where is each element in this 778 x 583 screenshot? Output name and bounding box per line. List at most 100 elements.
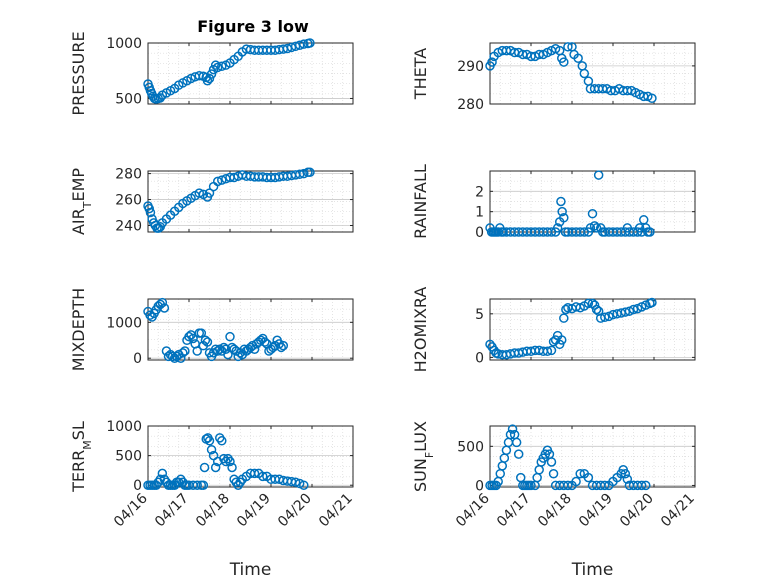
y-axis-label: MIXDEPTH [69, 288, 88, 371]
subplot-h2omixra: 0 5 H2OMIXRA [411, 287, 696, 373]
axes-box [489, 42, 696, 105]
data-point [641, 480, 651, 491]
y-tick-label: 500 [115, 449, 142, 465]
data-point [593, 170, 604, 180]
data-point [202, 337, 213, 347]
data-point [176, 353, 186, 363]
data-point [206, 444, 217, 455]
data-point [258, 471, 268, 482]
x-tick-label: 04/19 [576, 491, 616, 531]
y-tick-label: 280 [457, 97, 484, 113]
data-point [204, 188, 215, 198]
x-tick-label: 04/17 [152, 491, 192, 531]
data-point [217, 175, 227, 185]
y-tick-label: 5 [475, 307, 484, 323]
data-point [532, 472, 542, 483]
data-point [561, 304, 571, 315]
x-tick-label: 04/16 [111, 490, 151, 530]
data-point [225, 456, 235, 467]
y-tick-label: 2 [475, 184, 484, 200]
data-point [155, 93, 166, 103]
subplot-terr_msl: 0 500 1000 04/16 04/17 04/18 04/19 04/20 04/21 Ti… [69, 419, 356, 580]
y-tick-label: 0 [475, 225, 484, 241]
y-axis-label: RAINFALL [411, 164, 430, 239]
data-point [620, 307, 631, 317]
x-tick-label: 04/18 [535, 491, 575, 531]
data-point [556, 196, 566, 207]
data-point [223, 349, 233, 360]
data-point [159, 303, 170, 313]
series-markers [143, 167, 315, 233]
data-point [499, 453, 510, 463]
data-point [200, 335, 211, 346]
data-point [620, 468, 631, 479]
x-tick-label: 04/19 [234, 491, 274, 531]
subplot-theta: 280 290 THETA [411, 42, 696, 113]
y-tick-label: 240 [115, 219, 142, 235]
data-point [188, 333, 198, 344]
y-axis-label: AIRTEMP [69, 168, 94, 235]
y-axis-label: PRESSURE [69, 31, 88, 115]
data-point [526, 480, 536, 491]
data-point [206, 69, 217, 79]
data-point [194, 188, 204, 198]
y-tick-label: 1000 [106, 36, 142, 52]
data-point [559, 313, 569, 323]
y-tick-label: 500 [457, 439, 484, 455]
x-tick-label: 04/17 [494, 491, 534, 531]
data-point [559, 213, 569, 223]
data-point [299, 39, 309, 49]
data-point [587, 208, 598, 219]
x-tick-label: 04/21 [658, 491, 698, 531]
data-point [202, 75, 213, 86]
data-point [548, 468, 559, 479]
data-point [557, 206, 567, 217]
series-markers [143, 297, 289, 363]
x-axis-label: Time [571, 560, 614, 580]
data-point [192, 346, 202, 356]
data-point [636, 480, 647, 491]
subplot-sun_flux: 0 500 04/16 04/17 04/18 04/19 04/20 04/21 Time SU… [411, 421, 698, 580]
data-point [575, 468, 585, 479]
data-point [487, 57, 497, 67]
data-point [559, 57, 569, 67]
grid [489, 43, 696, 104]
data-point [571, 476, 581, 487]
y-tick-label: 260 [115, 193, 142, 209]
data-point [305, 167, 315, 178]
data-point [563, 42, 573, 52]
data-point [299, 168, 309, 179]
data-point [198, 480, 209, 490]
data-point [278, 340, 289, 351]
series-markers [485, 42, 657, 104]
data-point [196, 328, 207, 338]
data-point [210, 462, 221, 473]
data-point [622, 474, 633, 484]
data-point [511, 437, 522, 448]
data-point [217, 61, 227, 72]
data-point [495, 468, 505, 479]
axes-box [147, 42, 354, 105]
data-point [210, 60, 221, 70]
x-tick-label: 04/18 [193, 491, 233, 531]
series-markers [143, 38, 315, 104]
data-point [546, 457, 557, 467]
data-point [178, 348, 188, 358]
y-tick-label: 0 [475, 350, 484, 366]
subplot-air_temp: 240 260 280 AIRTEMP [69, 167, 354, 235]
data-point [305, 38, 315, 48]
data-point [563, 480, 573, 491]
data-point [157, 468, 168, 479]
data-point [249, 344, 260, 354]
figure-title: Figure 3 low [197, 17, 309, 36]
data-point [180, 346, 190, 356]
data-point [199, 462, 210, 473]
data-point [647, 297, 657, 308]
y-tick-label: 290 [457, 59, 484, 75]
y-axis-label: H2OMIXRA [411, 287, 430, 373]
y-tick-label: 1000 [106, 419, 142, 435]
data-point [600, 480, 610, 491]
data-point [628, 304, 639, 315]
y-tick-label: 0 [133, 478, 142, 494]
data-point [157, 297, 168, 308]
